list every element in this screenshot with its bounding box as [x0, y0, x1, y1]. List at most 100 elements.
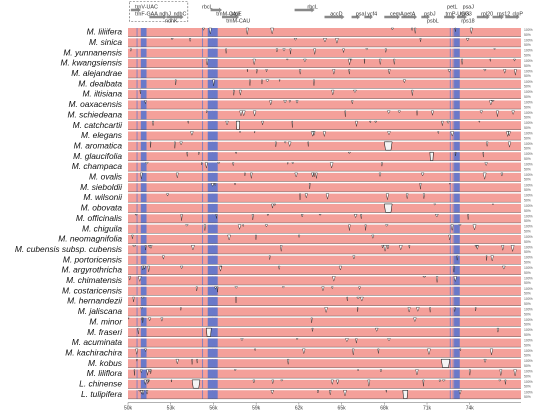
row-percent-max: 100% — [524, 349, 533, 353]
divergence-peaks — [246, 69, 517, 76]
exon-band — [454, 338, 460, 348]
row-percent-max: 100% — [524, 80, 533, 84]
row-percent-min: 50% — [524, 271, 531, 275]
exon-band — [454, 172, 460, 182]
exon-line — [202, 79, 204, 89]
exon-line — [202, 193, 204, 203]
divergence-peaks — [143, 379, 150, 386]
exon-line — [202, 69, 204, 78]
species-label: M. costaricensis — [62, 285, 123, 295]
exon-line — [136, 121, 138, 130]
species-row: M. costaricensis 100%50% — [62, 285, 533, 296]
exon-line — [202, 245, 204, 254]
exon-line — [212, 141, 214, 151]
exon-line — [452, 369, 454, 379]
species-label: M. jaliscana — [78, 306, 123, 316]
conserved-region — [128, 59, 521, 68]
exon-band — [454, 307, 460, 317]
exon-band — [454, 193, 460, 203]
divergence-peaks — [141, 317, 152, 323]
row-percent-max: 100% — [524, 173, 533, 177]
gene-arrow — [421, 14, 430, 20]
exon-band — [140, 172, 147, 182]
row-percent-max: 100% — [524, 152, 533, 156]
species-label: M. sinica — [89, 37, 122, 47]
divergence-peaks — [139, 89, 414, 96]
row-percent-min: 50% — [524, 105, 531, 109]
divergence-peaks — [185, 224, 477, 231]
species-label: M. officinalis — [76, 213, 123, 223]
exon-line — [449, 48, 451, 58]
exon-line — [449, 183, 451, 192]
gene-arrow — [294, 7, 315, 13]
exon-line — [214, 328, 216, 337]
species-row: M. argyrothricha 100%50% — [61, 265, 532, 275]
exon-band — [454, 48, 460, 58]
exon-band — [454, 59, 460, 68]
row-percent-max: 100% — [524, 111, 533, 115]
gene-label: ndhJ — [159, 12, 171, 18]
row-percent-max: 100% — [524, 194, 533, 198]
exon-line — [449, 203, 451, 213]
exon-line — [452, 162, 454, 172]
exon-line — [136, 276, 138, 285]
exon-line — [202, 297, 204, 306]
species-row: M. iltisiana 100%50% — [82, 89, 532, 99]
species-row: M. kobus 100%50% — [88, 358, 533, 368]
exon-line — [449, 79, 451, 89]
species-row: M. sinica 100%50% — [89, 37, 533, 47]
species-label: M. dealbata — [78, 78, 122, 88]
exon-line — [214, 266, 216, 275]
species-row: M. chiguila 100%50% — [82, 223, 533, 234]
exon-line — [212, 38, 214, 47]
exon-band — [454, 141, 460, 151]
exon-line — [452, 359, 454, 368]
row-percent-min: 50% — [524, 354, 531, 358]
gene-label: ndhC — [174, 12, 187, 18]
exon-band — [454, 100, 460, 110]
row-percent-min: 50% — [524, 395, 531, 399]
exon-line — [136, 79, 138, 89]
exon-band — [140, 369, 147, 379]
conserved-region — [128, 235, 521, 244]
exon-line — [212, 317, 214, 327]
exon-line — [214, 100, 216, 110]
exon-line — [449, 162, 451, 172]
gene-arrow — [221, 14, 240, 20]
exon-line — [452, 297, 454, 306]
row-percent-max: 100% — [524, 132, 533, 136]
exon-band — [140, 28, 147, 37]
conserved-region — [128, 328, 521, 337]
exon-line — [202, 110, 204, 120]
species-label: M. elegans — [81, 130, 123, 140]
row-percent-max: 100% — [524, 287, 533, 291]
exon-line — [202, 59, 204, 68]
gene-label: psaJ — [463, 5, 475, 11]
exon-band — [140, 38, 147, 47]
species-row: M. champaca 100%50% — [72, 161, 533, 171]
exon-band — [140, 131, 147, 141]
row-percent-max: 100% — [524, 142, 533, 146]
conserved-region — [128, 79, 521, 89]
gene-label: trnM-CAU — [216, 12, 240, 18]
divergence-peaks — [144, 245, 153, 251]
exon-line — [212, 348, 214, 358]
species-label: M. obovata — [81, 203, 123, 213]
row-percent-min: 50% — [524, 74, 531, 78]
gene-label: accD — [330, 12, 342, 18]
exon-line — [136, 38, 138, 47]
exon-line — [452, 59, 454, 68]
species-label: M. kwangsiensis — [61, 58, 123, 68]
exon-band — [140, 235, 147, 244]
exon-band — [454, 131, 460, 141]
exon-line — [136, 203, 138, 213]
row-percent-max: 100% — [524, 318, 533, 322]
row-percent-max: 100% — [524, 121, 533, 125]
row-percent-min: 50% — [524, 178, 531, 182]
exon-line — [214, 90, 216, 99]
exon-band — [454, 214, 460, 223]
exon-line — [449, 152, 451, 161]
conserved-region — [128, 100, 521, 110]
conserved-region — [128, 286, 521, 296]
species-alignment-tracks: M. liliifera 100%50%M. sinica 100%50%M. yu… — [15, 27, 533, 400]
